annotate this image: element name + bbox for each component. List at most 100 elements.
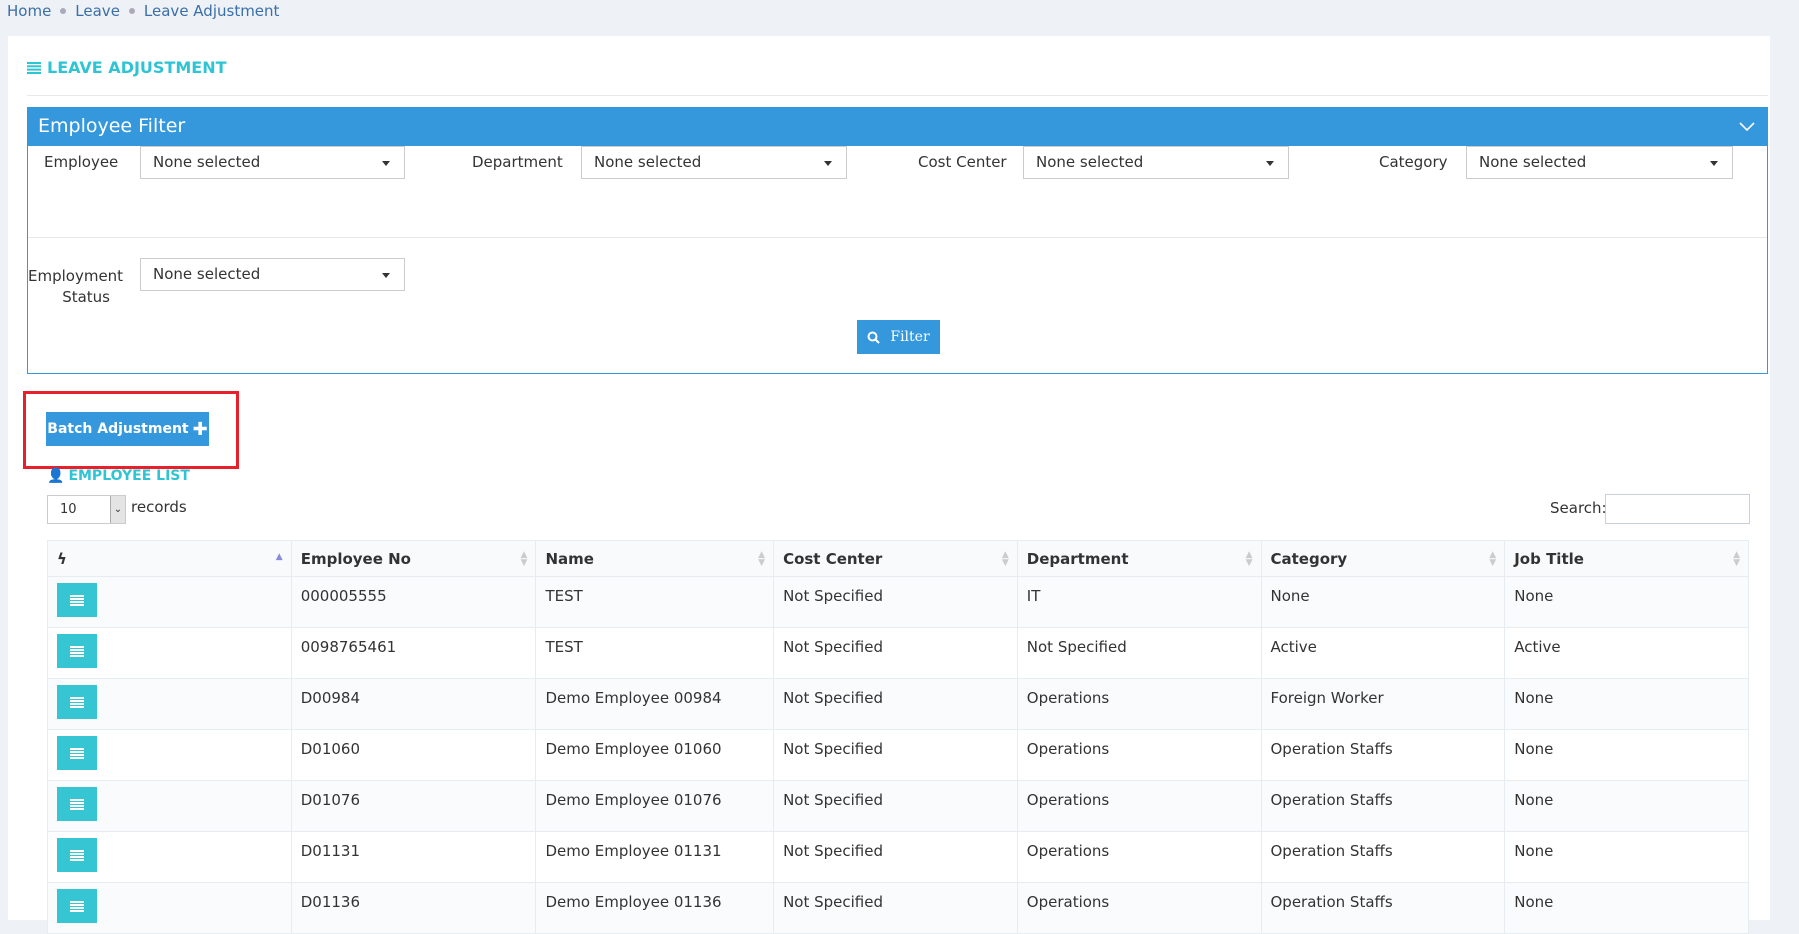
table-cell: Demo Employee 01131 <box>535 831 775 883</box>
breadcrumb-leave[interactable]: Leave <box>75 2 120 20</box>
column-header[interactable]: Employee No ▲ ▼ <box>290 540 537 577</box>
table-cell: Demo Employee 01060 <box>535 729 775 781</box>
table-cell: Demo Employee 00984 <box>535 678 775 730</box>
table-cell: D01060 <box>290 729 537 781</box>
department-select[interactable]: None selected <box>581 146 847 179</box>
table-cell: Active <box>1260 627 1506 679</box>
table-row: D01131 Demo Employee 01131 Not Specified Op… <box>47 831 1749 883</box>
records-label: records <box>131 498 187 516</box>
sort-asc-icon: ▲ <box>275 552 283 562</box>
employee-filter-panel: Employee Filter Employee None selected D… <box>27 107 1768 374</box>
category-select[interactable]: None selected <box>1466 146 1733 179</box>
column-header[interactable]: Name ▲ ▼ <box>535 540 775 577</box>
list-icon <box>70 747 84 759</box>
employee-select[interactable]: None selected <box>140 146 405 179</box>
table-cell: Operation Staffs <box>1260 831 1506 883</box>
cost-center-label: Cost Center <box>918 153 1007 171</box>
table-cell: Not Specified <box>773 729 1018 781</box>
row-action-button[interactable] <box>57 634 97 668</box>
breadcrumb-home[interactable]: Home <box>7 2 52 20</box>
list-icon <box>70 696 84 708</box>
list-icon <box>70 849 84 861</box>
search-label: Search: <box>1550 499 1607 517</box>
row-action-button[interactable] <box>57 787 97 821</box>
sort-icon: ▲ ▼ <box>1489 550 1497 568</box>
table-row: D01060 Demo Employee 01060 Not Specified Op… <box>47 729 1749 781</box>
table-cell: Not Specified <box>773 882 1018 934</box>
table-cell: None <box>1504 678 1749 730</box>
column-header[interactable]: Department ▲ ▼ <box>1016 540 1262 577</box>
list-icon <box>70 645 84 657</box>
table-cell: IT <box>1016 576 1262 628</box>
table-cell: Demo Employee 01136 <box>535 882 775 934</box>
row-action-button[interactable] <box>57 736 97 770</box>
separator <box>60 8 67 14</box>
list-icon <box>27 61 41 74</box>
batch-adjustment-button[interactable]: Batch Adjustment ✚ <box>46 412 209 446</box>
table-cell: None <box>1504 576 1749 628</box>
column-header[interactable]: Job Title ▲ ▼ <box>1504 540 1749 577</box>
sort-icon: ▲ ▼ <box>520 550 528 568</box>
table-cell: 000005555 <box>290 576 537 628</box>
actions-column-header[interactable]: ϟ ▲ <box>47 540 292 577</box>
table-cell: D01131 <box>290 831 537 883</box>
table-cell: D01136 <box>290 882 537 934</box>
employee-label: Employee <box>44 153 119 171</box>
row-action-button[interactable] <box>57 889 97 923</box>
table-cell: None <box>1504 780 1749 832</box>
table-cell: Not Specified <box>1016 627 1262 679</box>
table-cell: Not Specified <box>773 576 1018 628</box>
table-cell: None <box>1504 729 1749 781</box>
row-action-button[interactable] <box>57 583 97 617</box>
table-cell: Operations <box>1016 882 1262 934</box>
table-cell: D01076 <box>290 780 537 832</box>
table-cell: Operations <box>1016 678 1262 730</box>
employment-status-select[interactable]: None selected <box>140 258 405 291</box>
table-cell: Operation Staffs <box>1260 882 1506 934</box>
table-cell: Operations <box>1016 780 1262 832</box>
table-cell: Operations <box>1016 831 1262 883</box>
divider <box>28 237 1767 238</box>
chevron-down-icon: ⌄ <box>110 496 125 523</box>
table-cell: Foreign Worker <box>1260 678 1506 730</box>
department-label: Department <box>472 153 563 171</box>
sort-icon: ▲ ▼ <box>1001 550 1009 568</box>
list-icon <box>70 798 84 810</box>
table-cell: Operation Staffs <box>1260 780 1506 832</box>
user-icon: 👤 <box>47 468 65 484</box>
panel-header[interactable]: Employee Filter <box>28 108 1767 146</box>
chevron-down-icon[interactable] <box>1737 116 1757 136</box>
column-header[interactable]: Category ▲ ▼ <box>1260 540 1506 577</box>
table-cell: None <box>1504 831 1749 883</box>
table-cell: None <box>1504 882 1749 934</box>
table-cell: TEST <box>535 627 775 679</box>
table-cell: Not Specified <box>773 831 1018 883</box>
breadcrumb: Home Leave Leave Adjustment <box>7 2 279 20</box>
records-length-select[interactable]: 10 ⌄ <box>47 495 126 524</box>
table-cell: Demo Employee 01076 <box>535 780 775 832</box>
breadcrumb-current: Leave Adjustment <box>143 2 280 20</box>
table-row: D01136 Demo Employee 01136 Not Specified Op… <box>47 882 1749 934</box>
search-input[interactable] <box>1605 494 1750 524</box>
table-cell: Not Specified <box>773 780 1018 832</box>
page-title: LEAVE ADJUSTMENT <box>27 58 227 77</box>
list-icon <box>70 900 84 912</box>
row-action-button[interactable] <box>57 685 97 719</box>
table-cell: Not Specified <box>773 627 1018 679</box>
category-label: Category <box>1379 153 1448 171</box>
column-header[interactable]: Cost Center ▲ ▼ <box>773 540 1018 577</box>
row-action-button[interactable] <box>57 838 97 872</box>
search-icon <box>867 331 881 344</box>
list-icon <box>70 594 84 606</box>
cost-center-select[interactable]: None selected <box>1023 146 1289 179</box>
table-row: 0098765461 TEST Not Specified Not Specified… <box>47 627 1749 679</box>
sort-icon: ▲ ▼ <box>758 550 766 568</box>
table-cell: 0098765461 <box>290 627 537 679</box>
table-cell: D00984 <box>290 678 537 730</box>
separator <box>128 8 135 14</box>
table-cell: Operations <box>1016 729 1262 781</box>
filter-button[interactable]: Filter <box>857 320 940 354</box>
table-cell: Active <box>1504 627 1749 679</box>
table-row: D00984 Demo Employee 00984 Not Specified Op… <box>47 678 1749 730</box>
table-cell: Not Specified <box>773 678 1018 730</box>
